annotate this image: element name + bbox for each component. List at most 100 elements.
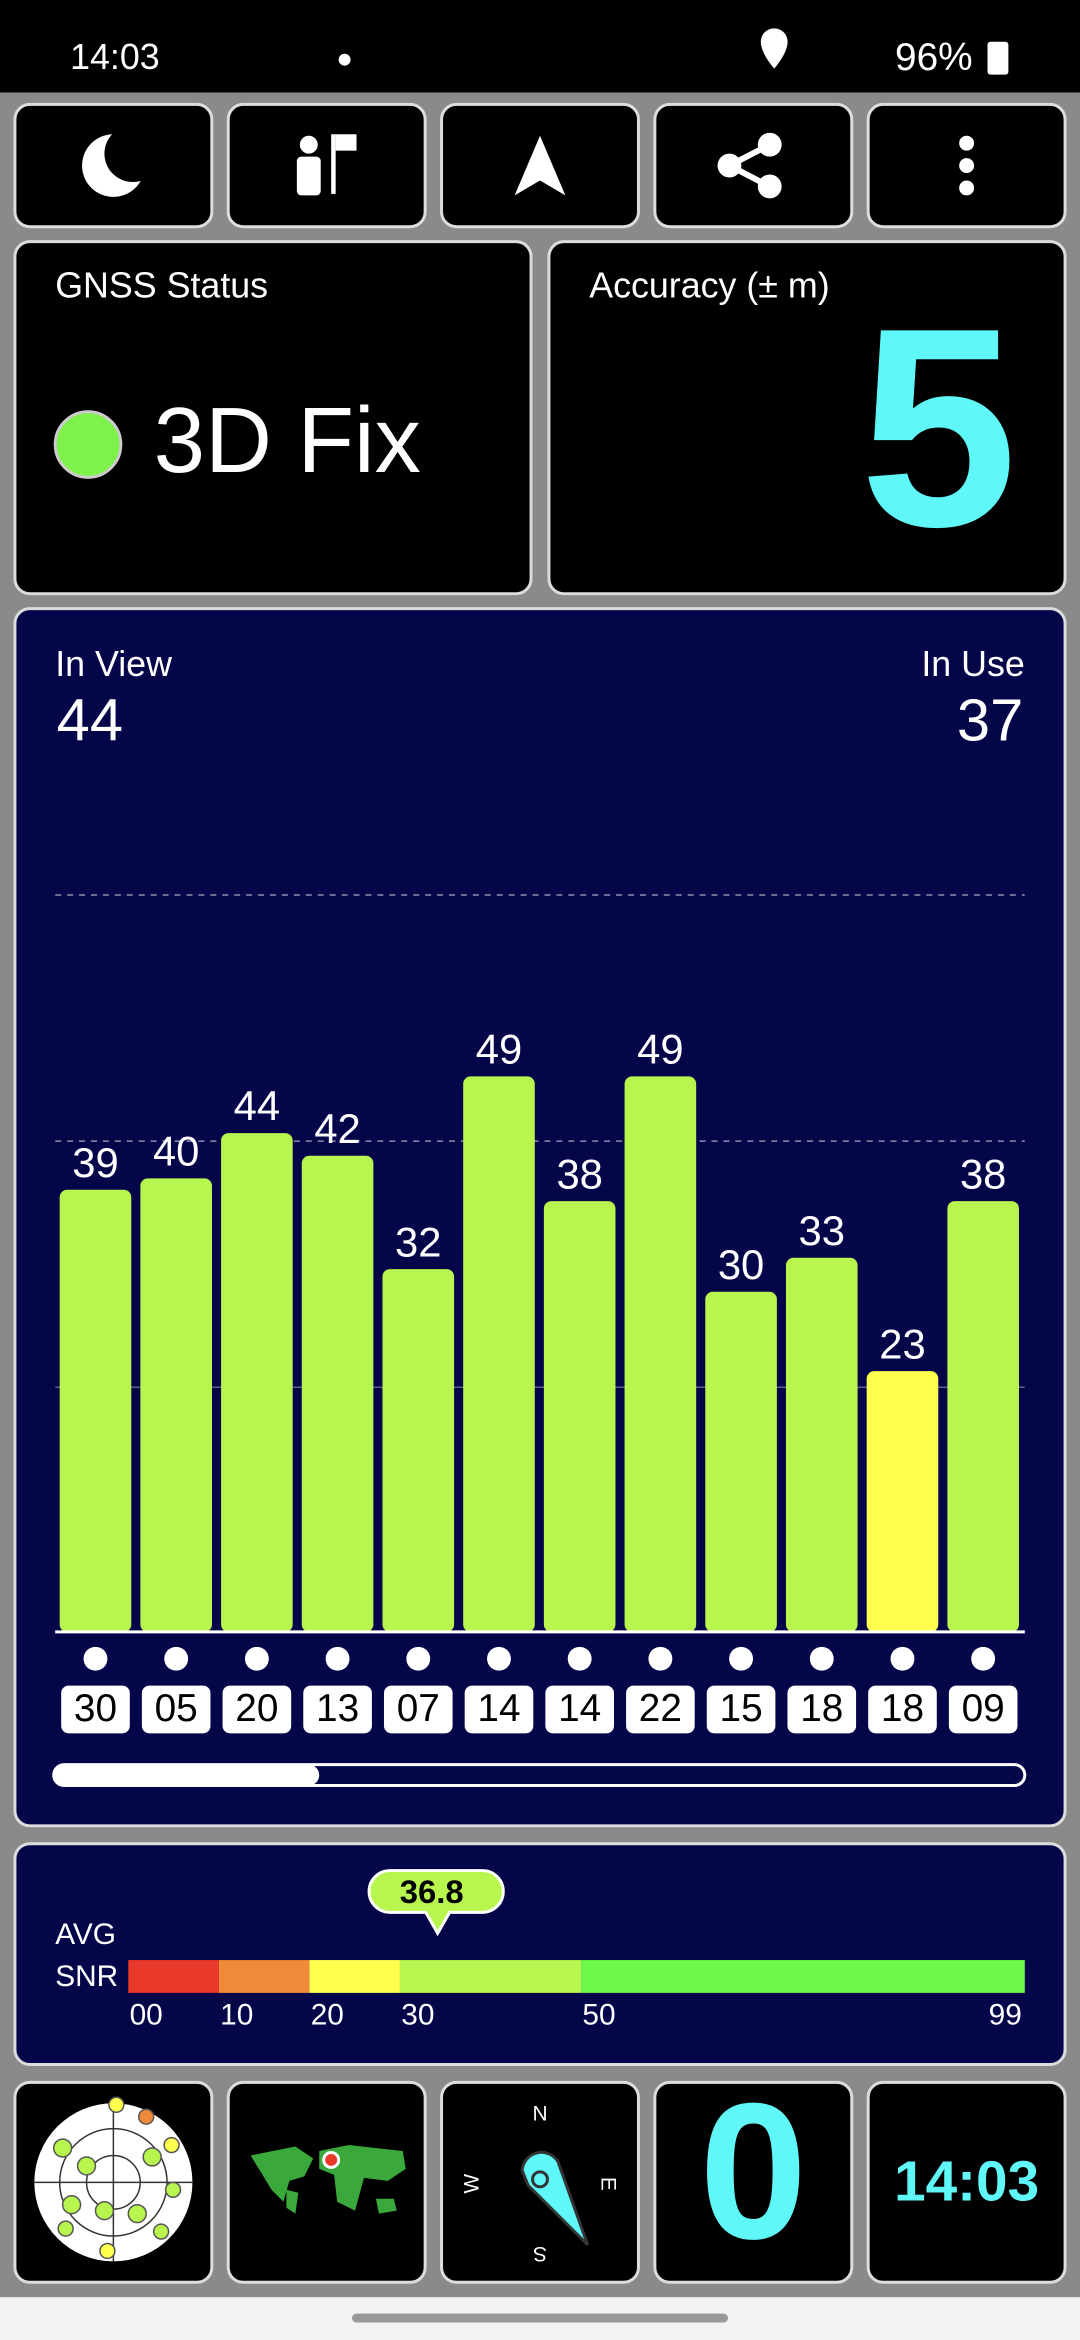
gnss-status-card [13,240,533,596]
satellite-id-box [303,1685,372,1734]
battery-level: 96% [895,36,973,79]
snr-tick-label: 20 [311,1999,344,2032]
satellite-id-box [706,1685,776,1734]
share-icon-dot [757,132,782,157]
fix-indicator [53,410,123,479]
gnss-status-title: GNSS Status [55,265,268,305]
in-view-label: In View [55,644,172,684]
signal-bar [463,1076,535,1632]
signal-value: 38 [556,1150,602,1197]
satellite-status-dot [971,1646,996,1671]
satellite-id-box [545,1685,614,1734]
compass-south: S [533,2242,547,2265]
moon-icon-cutout [104,125,162,182]
signal-bar [301,1155,374,1632]
share-icon-dot [757,174,782,199]
satellite-status-dot [325,1646,350,1671]
signal-bar [947,1201,1019,1632]
tile-value: 0 [699,2063,807,2280]
snr-average-marker [367,1869,505,1937]
toolbar [13,102,1067,229]
accuracy-title: Accuracy (± m) [589,265,829,305]
person-icon-head [299,135,318,154]
satellite-status-dot [244,1646,269,1671]
in-use-label: In Use [921,644,1024,684]
signal-value: 23 [879,1320,925,1367]
satellite-id: 14 [558,1687,601,1730]
compass-pivot [531,2170,549,2189]
signal-bar [59,1189,132,1632]
snr-segment [581,1960,1025,1993]
satellite-id-box [222,1685,292,1734]
status-dot [338,53,351,66]
in-view-value: 44 [57,687,123,754]
flag-pole [331,134,336,194]
signal-bar [705,1291,777,1632]
snr-label-snr: SNR [55,1960,118,1993]
accuracy-card [547,240,1067,596]
snr-tick-label: 00 [130,1999,163,2032]
signal-value: 32 [395,1218,441,1265]
flag [335,134,357,151]
satellite-id-box [141,1685,211,1734]
signal-bar [866,1371,939,1632]
satellite-id-box [787,1685,857,1734]
fix-status: 3D Fix [154,388,421,492]
map-tile[interactable] [226,2080,427,2284]
snr-segment [399,1960,582,1993]
person-icon-body [296,156,321,196]
satellite-status-dot [164,1646,189,1671]
compass-west: W [460,2174,483,2194]
signal-value: 39 [72,1139,118,1186]
satellite-status-dot [567,1646,592,1671]
in-use-value: 37 [957,687,1023,754]
signal-value: 38 [960,1150,1006,1197]
signal-value: 33 [799,1207,845,1254]
satellite-id-box [61,1685,130,1734]
status-bar [0,0,1080,93]
world-map [250,2145,406,2214]
menu-dot [959,135,975,151]
sky-plot-satellites [52,2096,182,2260]
satellite-status-dot [83,1646,108,1671]
snr-tick-label: 30 [401,1999,434,2032]
snr-scale: 00 10 20 30 50 99 36.8 [128,1869,1025,2032]
satellite-id: 14 [477,1687,520,1730]
satellite-id: 13 [316,1687,359,1730]
clock-tile[interactable] [866,2080,1067,2284]
map-position [322,2151,341,2169]
snr-segment [309,1960,400,1993]
waypoint-button[interactable] [226,102,427,229]
home-indicator[interactable] [352,2313,728,2323]
signal-value: 40 [153,1128,199,1175]
signal-bars: 39 30 40 05 44 20 42 13 32 07 49 14 38 14 49 22 30 15 33 18… [59,1026,1019,1734]
satellite-id-box [383,1685,453,1734]
signal-bar [140,1178,212,1632]
satellite-status-dot [648,1646,673,1671]
menu-dot [959,180,975,196]
signal-bar [221,1133,293,1632]
signal-value: 44 [234,1082,280,1129]
chart-guides [55,894,1025,1389]
accuracy-value: 5 [860,269,1018,586]
navigate-icon [514,135,566,196]
scrollbar-thumb[interactable] [53,1764,320,1786]
snr-label-avg: AVG [55,1918,116,1951]
compass-needle [520,2150,590,2247]
satellite-status-dot [487,1646,511,1671]
satellite-id-box [948,1685,1018,1734]
satellite-id-box [464,1685,534,1734]
location-icon [760,28,788,69]
snr-segment [218,1960,310,1993]
status-time: 14:03 [70,37,160,77]
signal-value: 49 [637,1026,683,1073]
menu-dot [959,158,975,174]
satellite-status-dot [809,1646,834,1671]
compass-north: N [532,2103,547,2126]
value-tile[interactable] [653,2080,854,2284]
snr-tick-label: 50 [582,1999,615,2032]
satellite-id: 09 [962,1687,1005,1730]
share-button[interactable] [653,102,854,229]
snr-average-value: 36.8 [400,1873,464,1910]
